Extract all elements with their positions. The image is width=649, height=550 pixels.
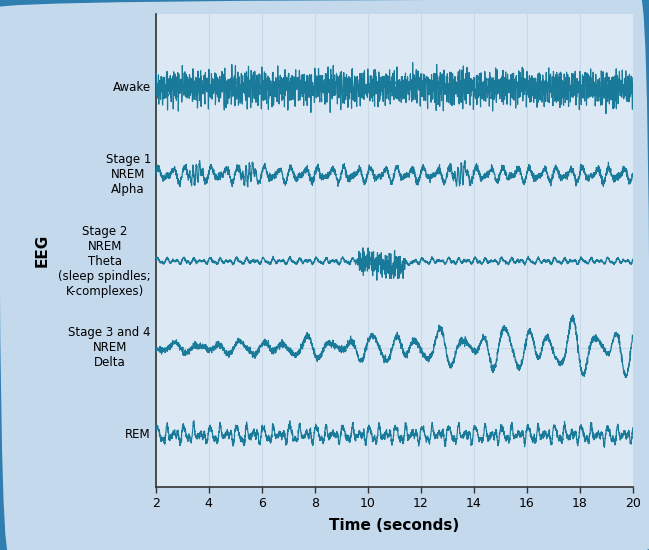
Y-axis label: EEG: EEG (35, 234, 50, 267)
X-axis label: Time (seconds): Time (seconds) (329, 519, 459, 534)
